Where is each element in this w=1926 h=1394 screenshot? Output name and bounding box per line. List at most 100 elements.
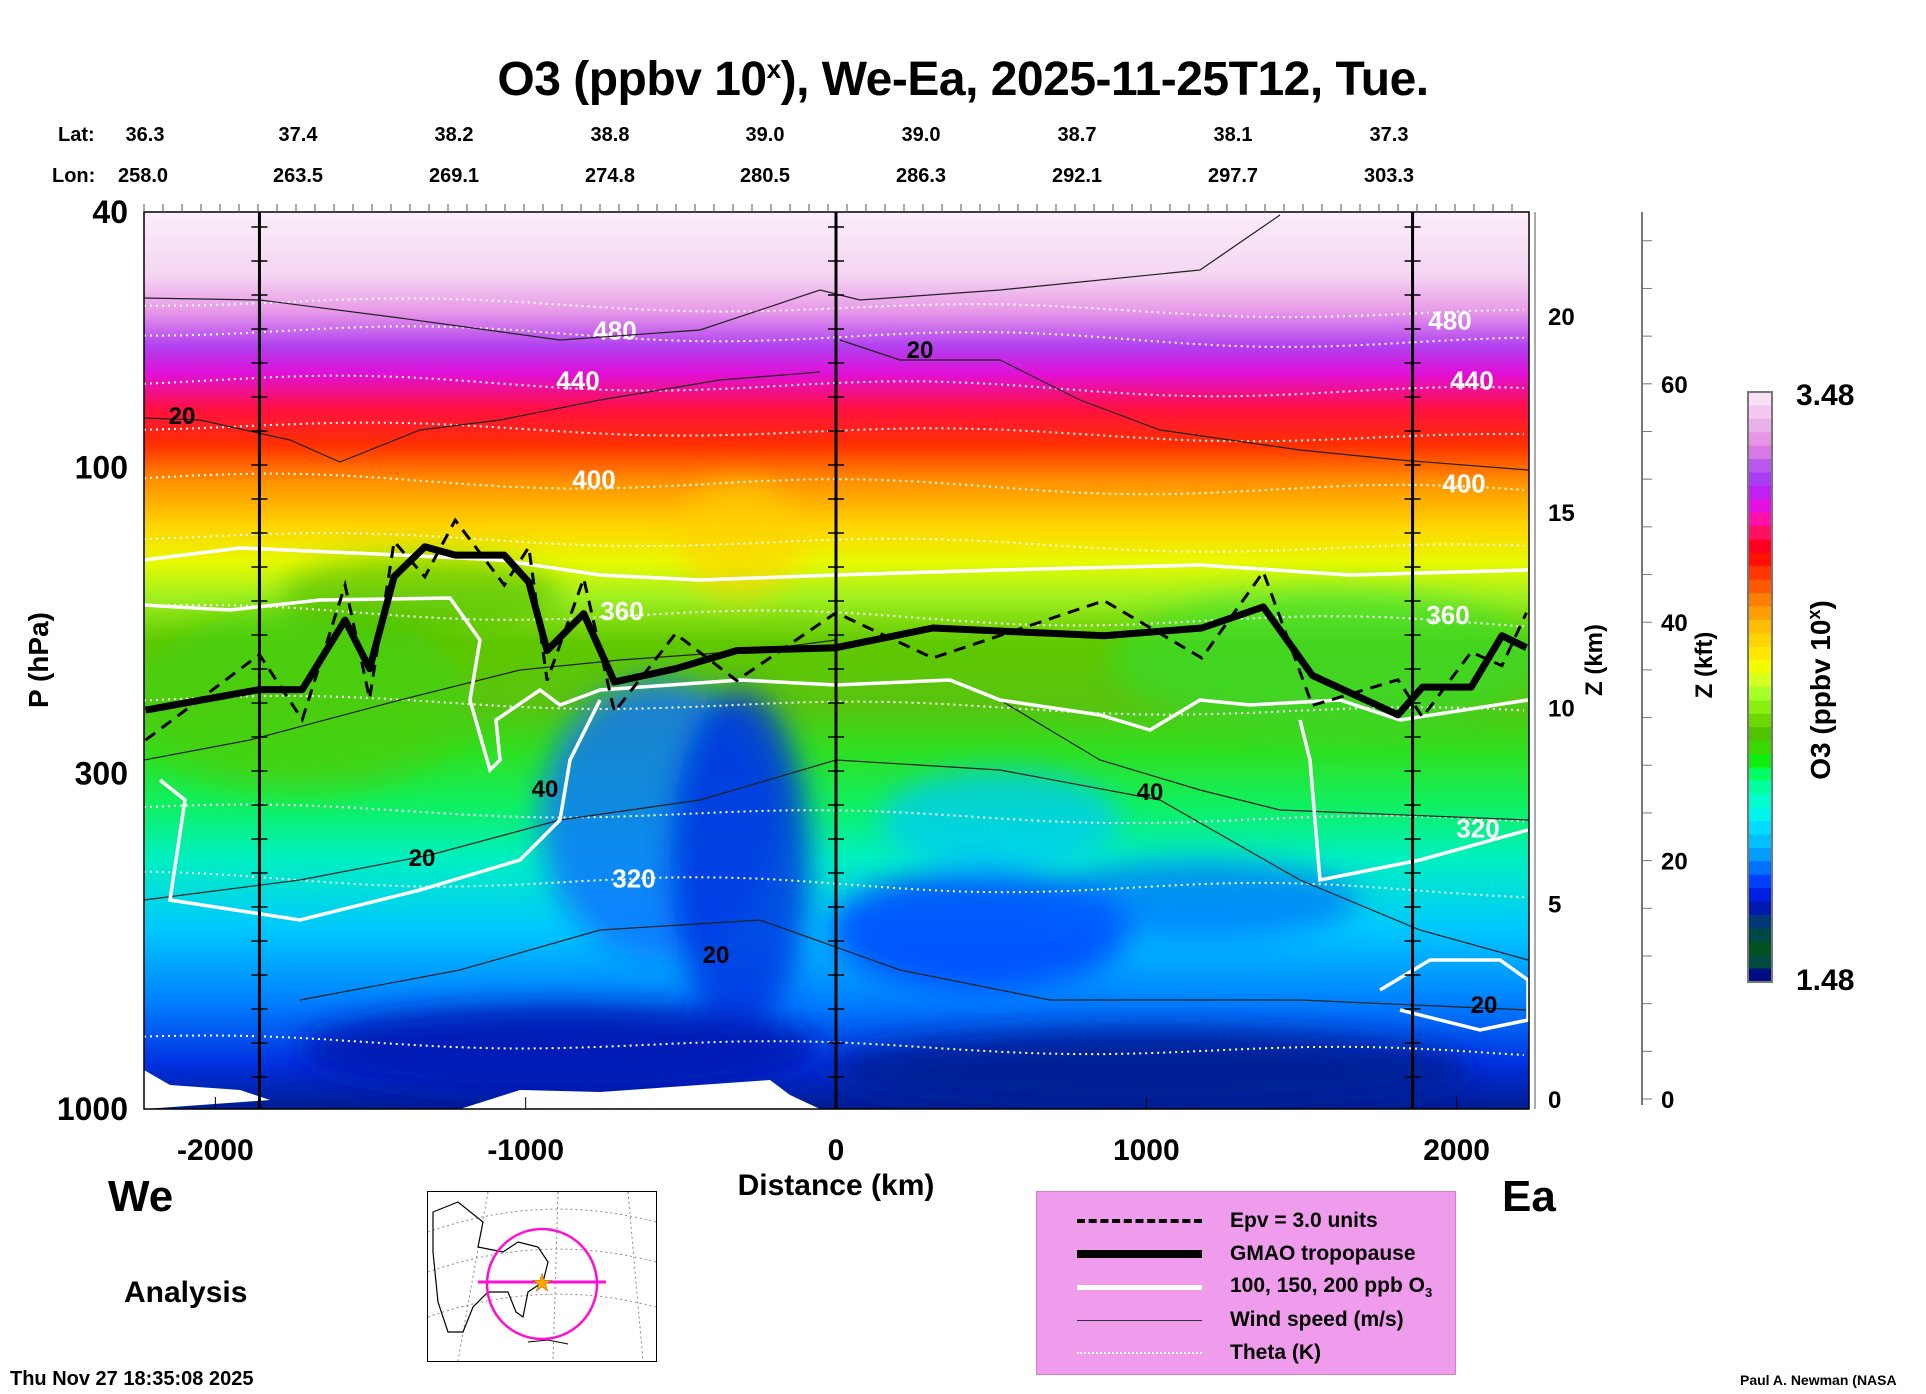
wind-label: 20 (409, 845, 436, 872)
colorbar-swatch (1748, 418, 1772, 433)
zkm-tick-label: 15 (1548, 500, 1575, 527)
lat-value: 36.3 (125, 124, 165, 146)
x-axis-label: Distance (km) (738, 1169, 935, 1202)
colorbar-swatch (1748, 914, 1772, 929)
colorbar-swatch (1748, 968, 1772, 983)
colorbar-frame (1747, 391, 1773, 983)
colorbar-swatch (1748, 834, 1772, 849)
colorbar-swatch (1748, 767, 1772, 782)
colorbar-label: O3 (ppbv 10x) (1804, 600, 1836, 780)
wind-label: 40 (532, 776, 559, 803)
ozone-contour (1298, 719, 1529, 883)
thick-line-sample (1077, 1250, 1202, 1258)
lon-value: 286.3 (895, 165, 947, 187)
colorbar-swatch (1748, 847, 1772, 862)
wind-label: 20 (907, 337, 934, 364)
credit: Paul A. Newman (NASA (1740, 1372, 1897, 1388)
x-tick-label: -1000 (487, 1134, 564, 1167)
white-line-sample (1077, 1284, 1202, 1290)
wind-speed-contour (999, 699, 1529, 821)
x-tick-label: 0 (828, 1134, 845, 1167)
colorbar-swatch (1748, 459, 1772, 473)
colorbar-swatch (1748, 579, 1772, 594)
colorbar-swatch (1748, 646, 1772, 661)
theta-label: 480 (1428, 306, 1471, 336)
ozone-contour (144, 546, 1529, 582)
theta-line (144, 803, 1525, 825)
timestamp: Thu Nov 27 18:35:08 2025 (10, 1368, 254, 1390)
zkft-tick-label: 60 (1661, 372, 1688, 399)
colorbar-swatch (1748, 740, 1772, 755)
theta-label: 400 (572, 464, 615, 494)
theta-label: 320 (612, 864, 655, 894)
x-tick-label: 2000 (1423, 1134, 1490, 1167)
wind-speed-contour (299, 919, 1529, 1011)
chart-title: O3 (ppbv 10x), We-Ea, 2025-11-25T12, Tue… (497, 53, 1429, 106)
wind-speed-contour (144, 214, 1281, 341)
colorbar-swatch (1748, 539, 1772, 554)
lon-value: 303.3 (1363, 165, 1415, 187)
terrain-mask (144, 1070, 270, 1109)
theta-line (144, 603, 1525, 628)
colorbar-min-label: 1.48 (1796, 964, 1854, 997)
theta-line (144, 870, 1525, 899)
colorbar-swatch (1748, 499, 1772, 514)
ozone-contour (144, 596, 1529, 774)
colorbar-swatch (1748, 472, 1772, 487)
thin-line-sample (1077, 1319, 1202, 1321)
lat-value: 39.0 (745, 124, 785, 146)
west-label: We (108, 1172, 174, 1221)
colorbar-swatch (1748, 754, 1772, 768)
ozone-contour (1379, 958, 1529, 1032)
zkft-axis-label: Z (kft) (1691, 632, 1718, 699)
wind-label: 20 (703, 942, 730, 969)
dashed-line-sample (1077, 1219, 1202, 1223)
lon-value: 269.1 (428, 165, 480, 187)
domain-circle (485, 1227, 599, 1341)
lon-value: 280.5 (739, 165, 791, 187)
map-graphic: ★ (427, 1191, 657, 1362)
lat-value: 39.0 (901, 124, 941, 146)
wind-label: 40 (1137, 779, 1164, 806)
ozone-contour (158, 699, 602, 922)
zkm-tick-label: 10 (1548, 696, 1575, 723)
colorbar-swatch (1748, 727, 1772, 742)
legend-tropopause: GMAO tropopause (1230, 1242, 1416, 1265)
colorbar-swatch (1748, 794, 1772, 809)
theta-line (144, 472, 1525, 496)
lat-value: 38.7 (1057, 124, 1097, 146)
east-label: Ea (1502, 1172, 1556, 1221)
colorbar-swatch (1748, 606, 1772, 621)
theta-label: 360 (1426, 600, 1469, 630)
legend-ozone: 100, 150, 200 ppb O3 (1230, 1273, 1433, 1301)
theta-label: 360 (600, 596, 643, 626)
tropopause-line (144, 543, 1528, 719)
colorbar-swatch (1748, 552, 1772, 567)
lat-value: 37.4 (278, 124, 318, 146)
colorbar-swatch (1748, 405, 1772, 420)
location-map-inset: ★ (427, 1191, 657, 1362)
lon-value: 297.7 (1207, 165, 1259, 187)
colorbar-swatch (1748, 901, 1772, 916)
colorbar-swatch (1748, 928, 1772, 943)
lon-value: 263.5 (272, 165, 324, 187)
colorbar-swatch (1748, 941, 1772, 956)
colorbar-swatch (1748, 874, 1772, 889)
colorbar-swatch (1748, 445, 1772, 460)
wind-speed-contour (144, 371, 821, 463)
theta-line (144, 374, 1525, 398)
lon-value: 292.1 (1051, 165, 1103, 187)
theta-line (144, 297, 1525, 319)
theta-line (144, 325, 1525, 348)
y-tick-label: 100 (75, 449, 128, 485)
zkft-tick-label: 20 (1661, 849, 1688, 876)
colorbar-swatch (1748, 713, 1772, 728)
colorbar-swatch (1748, 392, 1772, 406)
theta-label: 440 (1450, 366, 1493, 396)
y-tick-label: 1000 (57, 1091, 128, 1127)
colorbar-swatch (1748, 687, 1772, 701)
legend-epv: Epv = 3.0 units (1230, 1209, 1378, 1232)
x-tick-label: 1000 (1113, 1134, 1180, 1167)
y-axis-label: P (hPa) (23, 612, 54, 708)
colorbar-swatch (1748, 485, 1772, 500)
